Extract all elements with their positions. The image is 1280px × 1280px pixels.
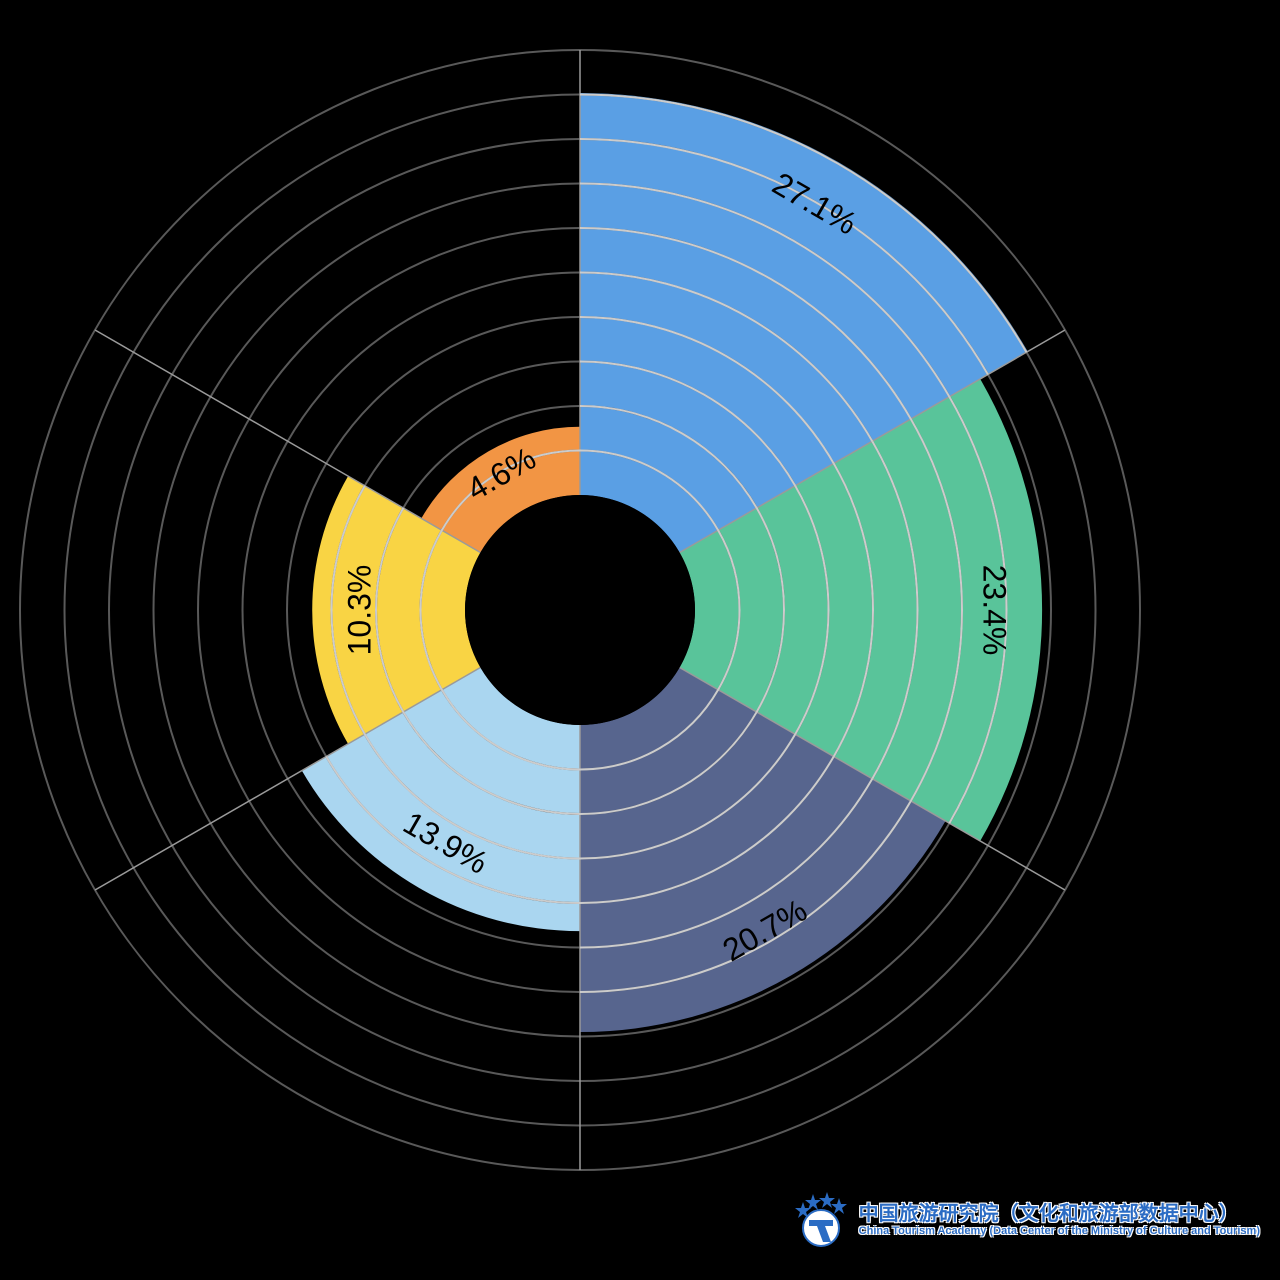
slice-label: 23.4% — [977, 565, 1013, 656]
attribution-text: 中国旅游研究院（文化和旅游部数据中心） China Tourism Academ… — [859, 1203, 1260, 1237]
slice-label: 10.3% — [342, 565, 378, 656]
rose-chart: 27.1%23.4%20.7%13.9%10.3%4.6% — [0, 0, 1280, 1280]
attribution-cn: 中国旅游研究院（文化和旅游部数据中心） — [859, 1203, 1260, 1225]
attribution-block: 中国旅游研究院（文化和旅游部数据中心） China Tourism Academ… — [791, 1190, 1260, 1250]
attribution-logo-icon — [791, 1190, 851, 1250]
center-hole — [465, 495, 695, 725]
attribution-en: China Tourism Academy (Data Center of th… — [859, 1225, 1260, 1237]
